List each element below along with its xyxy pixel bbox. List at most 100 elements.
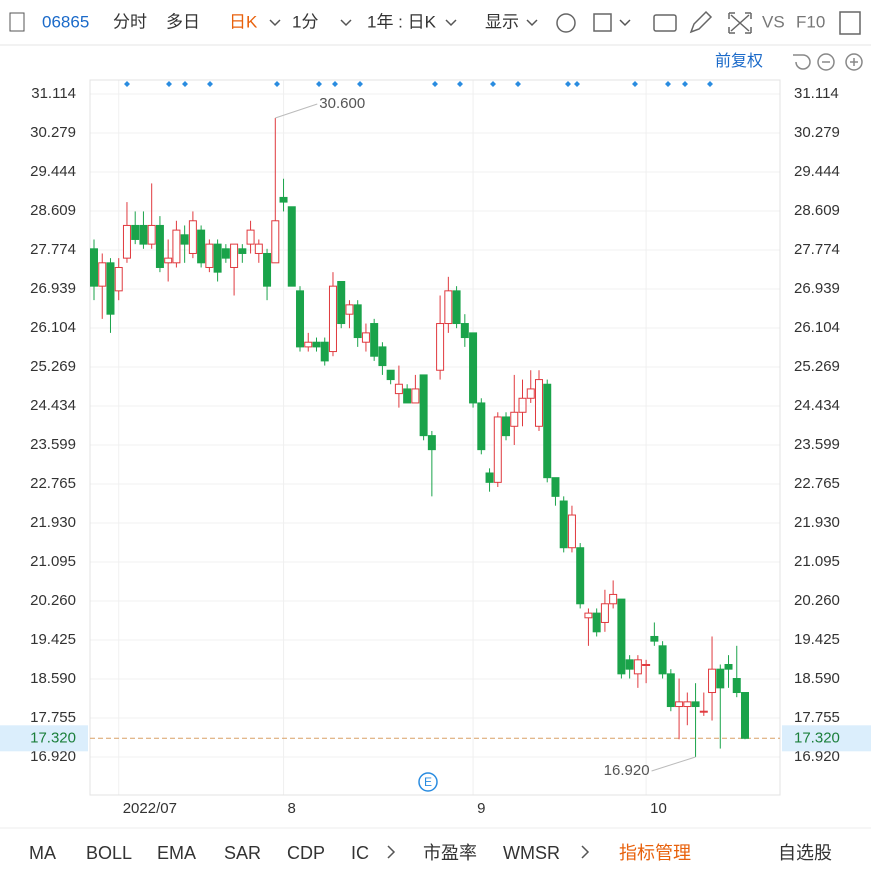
toolbar-item[interactable]: 1年 : 日K bbox=[367, 12, 437, 31]
toolbar-item[interactable]: 1分 bbox=[292, 12, 318, 31]
candle-body bbox=[386, 369, 395, 381]
box-icon[interactable] bbox=[593, 13, 612, 32]
candle-body bbox=[320, 341, 329, 362]
stock-code[interactable]: 06865 bbox=[42, 12, 89, 31]
candle bbox=[296, 286, 305, 352]
candle-body bbox=[518, 397, 527, 413]
indicator-tab[interactable]: 指标管理 bbox=[619, 843, 691, 863]
candle-body bbox=[617, 598, 626, 675]
candle bbox=[658, 641, 667, 679]
y-tick-label: 30.279 bbox=[30, 124, 76, 141]
candle-body bbox=[131, 224, 140, 240]
candle bbox=[493, 412, 502, 488]
indicator-tab[interactable]: WMSR bbox=[503, 843, 560, 863]
zoom-in[interactable] bbox=[845, 53, 863, 71]
settings-icon[interactable] bbox=[556, 13, 576, 33]
candle bbox=[98, 253, 107, 319]
candle bbox=[592, 608, 601, 637]
y-tick-label: 17.755 bbox=[30, 709, 76, 726]
candle-body bbox=[452, 290, 461, 325]
candle-body bbox=[337, 280, 346, 325]
indicator-tab[interactable]: SAR bbox=[224, 843, 261, 863]
candle-body bbox=[666, 673, 675, 708]
candle-body bbox=[502, 416, 511, 437]
undo-icon[interactable] bbox=[793, 54, 811, 70]
dropdown-arrow[interactable] bbox=[619, 19, 631, 27]
zoom-out[interactable] bbox=[817, 53, 835, 71]
candle-body bbox=[114, 266, 123, 292]
candle bbox=[436, 295, 445, 380]
dropdown-arrow[interactable] bbox=[526, 19, 538, 27]
candle bbox=[254, 239, 263, 263]
candle bbox=[510, 374, 519, 445]
candle bbox=[230, 243, 239, 296]
dropdown-arrow[interactable] bbox=[445, 19, 457, 27]
candle-body bbox=[650, 635, 659, 642]
candle-body bbox=[485, 472, 494, 483]
y2-tick-label: 16.920 bbox=[794, 748, 840, 765]
tab-arrow bbox=[581, 845, 590, 859]
pen-icon[interactable] bbox=[689, 10, 713, 34]
candle-body bbox=[238, 248, 247, 254]
candle-body bbox=[122, 224, 131, 259]
candle bbox=[403, 384, 412, 404]
annotation-leader bbox=[275, 103, 318, 119]
y2-tick-label: 31.114 bbox=[794, 85, 839, 102]
y2-tick-label: 30.279 bbox=[794, 124, 840, 141]
toolbar-item[interactable]: 日K bbox=[229, 12, 258, 31]
toolbar-icon[interactable] bbox=[9, 12, 25, 32]
candle-body bbox=[436, 323, 445, 371]
indicator-tab[interactable]: MA bbox=[29, 843, 56, 863]
event-marker bbox=[124, 81, 713, 87]
candle bbox=[716, 664, 725, 749]
candle bbox=[147, 183, 156, 249]
y-tick-label: 26.104 bbox=[30, 319, 76, 336]
candle-body bbox=[361, 332, 370, 343]
y-tick-label: 21.095 bbox=[30, 553, 76, 570]
y-tick-label: 26.939 bbox=[30, 280, 76, 297]
candle-body bbox=[394, 383, 403, 395]
toolbar-item[interactable]: 多日 bbox=[166, 12, 200, 31]
candle bbox=[394, 365, 403, 408]
y2-tick-label: 29.444 bbox=[794, 163, 840, 180]
candle-body bbox=[172, 229, 181, 264]
zoom-signs bbox=[822, 58, 858, 66]
plot-frame bbox=[89, 79, 781, 796]
candle bbox=[617, 598, 626, 679]
indicator-tab[interactable]: 自选股 bbox=[778, 843, 832, 863]
indicator-tab[interactable]: CDP bbox=[287, 843, 325, 863]
indicator-tab[interactable]: EMA bbox=[157, 843, 196, 863]
toolbar-item[interactable]: VS bbox=[762, 12, 785, 31]
candle bbox=[526, 370, 535, 403]
toolbar-item[interactable]: 显示 bbox=[485, 12, 519, 31]
candle bbox=[320, 337, 329, 366]
fullscreen-icon[interactable] bbox=[728, 12, 752, 34]
y2-tick-label: 23.599 bbox=[794, 436, 840, 453]
candle-body bbox=[444, 290, 453, 325]
camera-icon[interactable] bbox=[653, 14, 677, 32]
adjust-button[interactable]: 前复权 bbox=[715, 52, 763, 70]
toolbar-item[interactable]: F10 bbox=[796, 12, 825, 31]
candle bbox=[518, 379, 527, 427]
panel-icon[interactable] bbox=[839, 11, 861, 35]
toolbar-item[interactable]: 分时 bbox=[113, 12, 147, 31]
candle-body bbox=[197, 229, 206, 264]
y2-tick-label: 17.755 bbox=[794, 709, 840, 726]
indicator-tab[interactable]: 市盈率 bbox=[423, 843, 477, 863]
candle-body bbox=[106, 262, 115, 315]
event-icon[interactable] bbox=[418, 772, 438, 792]
candle bbox=[567, 505, 576, 553]
candle bbox=[419, 374, 428, 441]
dropdown-arrow[interactable] bbox=[340, 19, 352, 27]
candle bbox=[625, 655, 634, 679]
candle-body bbox=[155, 224, 164, 268]
y2-tick-label: 21.930 bbox=[794, 514, 840, 531]
indicator-tab[interactable]: BOLL bbox=[86, 843, 132, 863]
indicator-tab[interactable]: IC bbox=[351, 843, 369, 863]
y-tick-label: 18.590 bbox=[30, 670, 76, 687]
dropdown-arrow[interactable] bbox=[269, 19, 281, 27]
candle bbox=[386, 369, 395, 385]
candle-body bbox=[732, 678, 741, 694]
candle bbox=[452, 286, 461, 329]
candle bbox=[188, 211, 197, 259]
